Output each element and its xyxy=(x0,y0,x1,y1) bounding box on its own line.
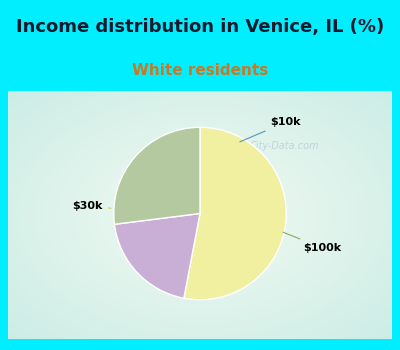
Text: $100k: $100k xyxy=(283,232,341,253)
Text: $30k: $30k xyxy=(73,201,111,211)
Wedge shape xyxy=(114,214,200,298)
Wedge shape xyxy=(184,127,286,300)
Text: White residents: White residents xyxy=(132,63,268,78)
Wedge shape xyxy=(114,127,200,224)
Text: Income distribution in Venice, IL (%): Income distribution in Venice, IL (%) xyxy=(16,18,384,36)
Text: City-Data.com: City-Data.com xyxy=(250,141,319,150)
Text: $10k: $10k xyxy=(240,117,301,142)
